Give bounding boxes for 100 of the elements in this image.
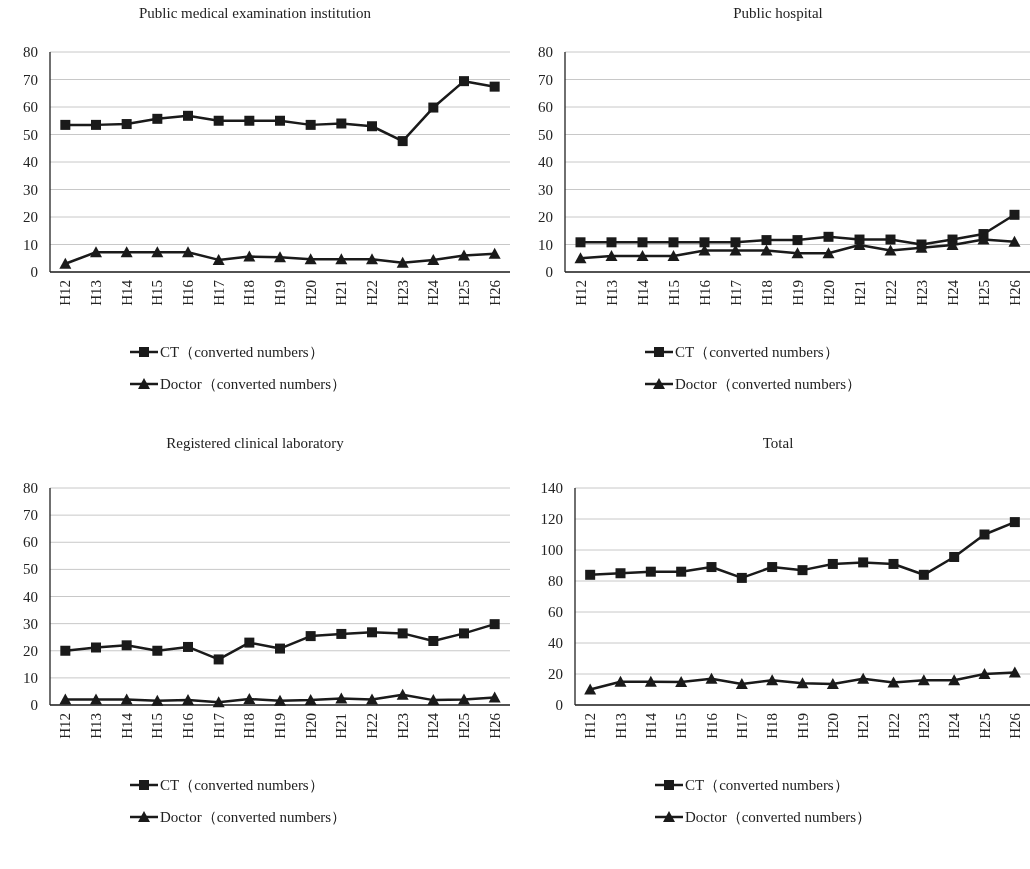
point bbox=[885, 234, 896, 245]
legend-label: CT（converted numbers） bbox=[685, 777, 849, 793]
point bbox=[857, 672, 870, 684]
point bbox=[151, 246, 164, 258]
point bbox=[668, 237, 679, 248]
point bbox=[305, 631, 316, 642]
y-tick-label: 80 bbox=[548, 573, 563, 589]
chart-title: Total bbox=[762, 435, 794, 451]
point bbox=[213, 654, 224, 665]
point bbox=[978, 668, 991, 679]
point bbox=[826, 678, 839, 690]
point bbox=[614, 675, 627, 687]
y-tick-label: 80 bbox=[538, 44, 553, 60]
y-tick-label: 0 bbox=[555, 697, 563, 713]
y-tick-label: 20 bbox=[548, 666, 563, 682]
x-tick-label: H21 bbox=[855, 713, 872, 739]
point bbox=[488, 691, 501, 703]
point bbox=[605, 250, 618, 262]
x-tick-label: H23 bbox=[913, 280, 930, 306]
point bbox=[766, 674, 779, 686]
point bbox=[396, 256, 409, 268]
y-tick-label: 60 bbox=[538, 99, 553, 115]
point bbox=[767, 562, 778, 573]
x-tick-label: H24 bbox=[425, 279, 442, 306]
y-tick-label: 60 bbox=[548, 604, 563, 620]
point bbox=[121, 119, 132, 130]
x-tick-label: H23 bbox=[915, 713, 932, 739]
point bbox=[636, 250, 649, 262]
point bbox=[121, 640, 132, 651]
x-tick-label: H22 bbox=[882, 280, 899, 306]
y-tick-label: 120 bbox=[540, 511, 563, 527]
point bbox=[888, 558, 899, 569]
y-tick-label: 50 bbox=[538, 126, 553, 143]
point bbox=[212, 696, 225, 708]
y-tick-label: 50 bbox=[23, 561, 38, 578]
x-tick-label: H16 bbox=[696, 279, 713, 306]
x-tick-label: H14 bbox=[118, 712, 135, 739]
x-tick-label: H18 bbox=[241, 280, 258, 306]
x-tick-label: H26 bbox=[1006, 712, 1023, 739]
legend-label: Doctor（converted numbers） bbox=[160, 809, 347, 825]
point bbox=[458, 249, 470, 261]
x-tick-label: H12 bbox=[57, 713, 74, 739]
point bbox=[60, 119, 71, 130]
legend-label: CT（converted numbers） bbox=[160, 344, 324, 360]
point bbox=[918, 569, 929, 580]
x-tick-label: H23 bbox=[394, 713, 411, 739]
point bbox=[397, 628, 408, 639]
x-tick-label: H26 bbox=[486, 279, 503, 306]
x-tick-label: H19 bbox=[794, 713, 811, 739]
point bbox=[584, 683, 597, 695]
point bbox=[489, 81, 500, 92]
x-tick-label: H24 bbox=[944, 279, 961, 306]
point bbox=[183, 641, 193, 652]
y-tick-label: 80 bbox=[23, 480, 38, 496]
point bbox=[397, 136, 408, 147]
point bbox=[182, 246, 194, 258]
point bbox=[427, 694, 440, 706]
point bbox=[949, 551, 960, 562]
point bbox=[305, 119, 316, 130]
y-tick-label: 60 bbox=[23, 534, 38, 551]
point bbox=[243, 693, 256, 705]
y-tick-label: 10 bbox=[23, 236, 38, 253]
y-tick-label: 100 bbox=[540, 542, 563, 558]
y-tick-label: 0 bbox=[30, 697, 38, 713]
point bbox=[644, 675, 657, 687]
point bbox=[304, 253, 317, 265]
y-tick-label: 80 bbox=[23, 44, 38, 60]
x-tick-label: H22 bbox=[364, 713, 380, 739]
point bbox=[823, 231, 834, 242]
point bbox=[705, 672, 718, 684]
point bbox=[1008, 235, 1021, 247]
x-tick-label: H26 bbox=[486, 712, 503, 739]
point bbox=[90, 693, 102, 705]
x-tick-label: H13 bbox=[88, 280, 104, 306]
x-tick-label: H18 bbox=[241, 713, 258, 739]
point bbox=[120, 693, 133, 705]
point bbox=[488, 247, 501, 259]
point bbox=[90, 246, 102, 258]
point bbox=[244, 637, 255, 648]
y-tick-label: 30 bbox=[538, 181, 553, 198]
point bbox=[336, 628, 347, 639]
point bbox=[428, 102, 439, 113]
x-tick-label: H16 bbox=[180, 279, 196, 306]
legend-label: Doctor（converted numbers） bbox=[160, 376, 347, 392]
y-tick-label: 70 bbox=[538, 71, 553, 88]
point bbox=[60, 645, 71, 656]
y-tick-label: 40 bbox=[23, 588, 38, 605]
point bbox=[489, 619, 500, 630]
y-tick-label: 10 bbox=[538, 236, 553, 253]
point bbox=[676, 566, 687, 577]
y-tick-label: 30 bbox=[23, 615, 38, 632]
point bbox=[152, 645, 163, 656]
y-tick-label: 40 bbox=[23, 154, 38, 170]
y-tick-label: 40 bbox=[548, 635, 563, 651]
x-tick-label: H14 bbox=[642, 712, 659, 739]
point bbox=[858, 557, 869, 568]
x-tick-label: H25 bbox=[456, 713, 472, 739]
x-tick-label: H22 bbox=[364, 280, 380, 306]
x-tick-label: H14 bbox=[118, 279, 135, 306]
y-tick-label: 20 bbox=[538, 209, 553, 225]
